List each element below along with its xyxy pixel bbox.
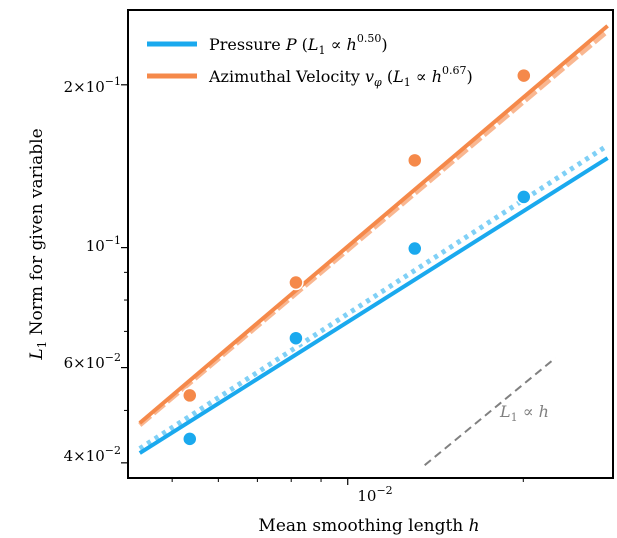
x-tick-label-1e-2: 10−2 <box>357 484 392 505</box>
data-point-1-0 <box>182 387 198 404</box>
data-point-1-3 <box>516 67 532 84</box>
plot-layer <box>138 24 610 466</box>
legend-label-velocity: Azimuthal Velocity vφ (L1 ∝ h0.67) <box>208 64 473 89</box>
plot-frame <box>127 9 614 479</box>
y-tick-label-6e-2: 6×10−2 <box>64 351 121 372</box>
reference-line-0 <box>138 143 609 451</box>
guide-line <box>424 357 557 466</box>
fit-line-1 <box>138 24 609 425</box>
legend: Pressure P (L1 ∝ h0.50) Azimuthal Veloci… <box>147 32 473 89</box>
legend-label-pressure: Pressure P (L1 ∝ h0.50) <box>209 32 388 57</box>
x-axis-label: Mean smoothing length h <box>258 516 479 536</box>
data-point-1-1 <box>288 274 304 291</box>
guide-annotation: L1 ∝ h <box>499 402 549 424</box>
data-point-0-2 <box>407 240 423 257</box>
data-point-1-2 <box>407 152 423 169</box>
data-point-0-3 <box>516 189 532 205</box>
fit-line-0 <box>138 156 609 455</box>
data-point-0-0 <box>182 431 198 447</box>
y-tick-label-1e-1: 10−1 <box>86 234 121 255</box>
y-tick-label-4e-2: 4×10−2 <box>64 444 121 465</box>
ticks-layer <box>121 84 524 485</box>
y-tick-label-2e-1: 2×10−1 <box>64 75 121 96</box>
data-point-0-1 <box>288 330 304 346</box>
y-axis-label: L1 Norm for given variable <box>27 128 49 360</box>
